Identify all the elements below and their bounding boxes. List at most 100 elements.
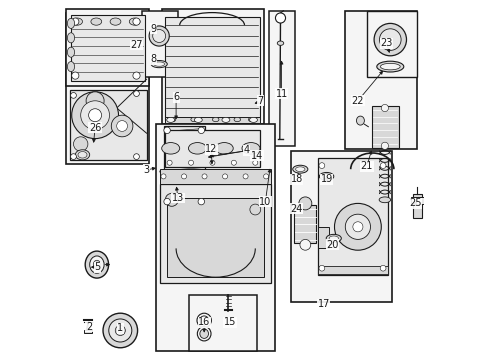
Polygon shape [163, 126, 204, 205]
Ellipse shape [319, 172, 333, 180]
Ellipse shape [197, 313, 211, 328]
Circle shape [299, 239, 310, 250]
Ellipse shape [78, 152, 87, 158]
Ellipse shape [110, 18, 121, 25]
Circle shape [318, 163, 324, 168]
Circle shape [133, 72, 140, 79]
Circle shape [103, 313, 137, 348]
Ellipse shape [322, 174, 330, 179]
Ellipse shape [67, 33, 75, 43]
Bar [318, 227, 328, 248]
Circle shape [345, 214, 370, 239]
Bar [318, 266, 387, 274]
Circle shape [72, 72, 79, 79]
Circle shape [86, 92, 104, 110]
Text: 19: 19 [320, 174, 332, 184]
Bar [160, 184, 271, 283]
Circle shape [117, 121, 127, 131]
Circle shape [163, 127, 170, 134]
Ellipse shape [93, 260, 101, 269]
Circle shape [202, 174, 206, 179]
Circle shape [380, 265, 385, 271]
Bar [188, 295, 257, 351]
Text: 25: 25 [408, 198, 421, 208]
Text: 24: 24 [290, 204, 302, 214]
Circle shape [263, 174, 268, 179]
Ellipse shape [249, 117, 257, 122]
Circle shape [198, 127, 204, 134]
Ellipse shape [292, 165, 307, 173]
Text: 13: 13 [171, 193, 183, 203]
Circle shape [73, 137, 88, 151]
Ellipse shape [85, 251, 108, 278]
Bar [164, 117, 260, 123]
Circle shape [149, 26, 169, 46]
Ellipse shape [356, 116, 364, 125]
Ellipse shape [376, 61, 403, 72]
Bar [164, 17, 260, 120]
Circle shape [380, 163, 385, 168]
Ellipse shape [72, 18, 82, 25]
Ellipse shape [212, 117, 219, 122]
Bar [84, 330, 92, 333]
Ellipse shape [169, 117, 175, 122]
Text: 16: 16 [198, 317, 210, 327]
Text: 6: 6 [173, 92, 179, 102]
Ellipse shape [91, 18, 102, 25]
Text: 20: 20 [326, 240, 338, 250]
Ellipse shape [325, 234, 341, 242]
Ellipse shape [215, 143, 233, 154]
Circle shape [352, 222, 362, 232]
Ellipse shape [67, 62, 75, 72]
Text: 22: 22 [351, 96, 364, 106]
Circle shape [231, 160, 236, 165]
Circle shape [72, 92, 118, 139]
Bar [371, 106, 398, 148]
Bar [164, 130, 260, 167]
Text: 21: 21 [360, 161, 372, 171]
Circle shape [334, 203, 381, 250]
Ellipse shape [153, 62, 164, 66]
Text: 27: 27 [130, 40, 142, 50]
Circle shape [72, 18, 79, 25]
Circle shape [165, 193, 178, 206]
Circle shape [70, 93, 76, 98]
Text: 3: 3 [143, 165, 149, 175]
Ellipse shape [190, 117, 197, 122]
Circle shape [70, 154, 76, 159]
Circle shape [161, 174, 166, 179]
Circle shape [111, 115, 133, 137]
Polygon shape [160, 171, 271, 184]
Ellipse shape [67, 18, 75, 28]
Bar [412, 194, 421, 218]
Bar [162, 9, 264, 124]
Ellipse shape [200, 329, 208, 338]
Ellipse shape [188, 143, 206, 154]
Ellipse shape [162, 143, 179, 154]
Circle shape [118, 328, 122, 333]
Circle shape [381, 104, 387, 112]
Bar [318, 158, 387, 275]
Text: 9: 9 [150, 24, 157, 34]
Bar [345, 11, 416, 149]
Circle shape [198, 198, 204, 205]
Text: 23: 23 [380, 38, 392, 48]
Circle shape [81, 101, 109, 130]
Text: 18: 18 [290, 174, 302, 184]
Circle shape [298, 197, 311, 210]
Circle shape [222, 174, 227, 179]
Text: 7: 7 [257, 96, 264, 106]
Ellipse shape [89, 256, 104, 273]
Text: 11: 11 [275, 89, 287, 99]
Circle shape [152, 30, 165, 42]
Ellipse shape [328, 236, 338, 241]
Ellipse shape [380, 63, 399, 70]
Ellipse shape [166, 117, 174, 122]
Circle shape [243, 174, 247, 179]
Ellipse shape [248, 117, 254, 122]
Text: 17: 17 [317, 299, 329, 309]
Circle shape [275, 13, 285, 23]
Ellipse shape [197, 327, 211, 341]
Circle shape [209, 160, 215, 165]
Ellipse shape [75, 150, 89, 160]
